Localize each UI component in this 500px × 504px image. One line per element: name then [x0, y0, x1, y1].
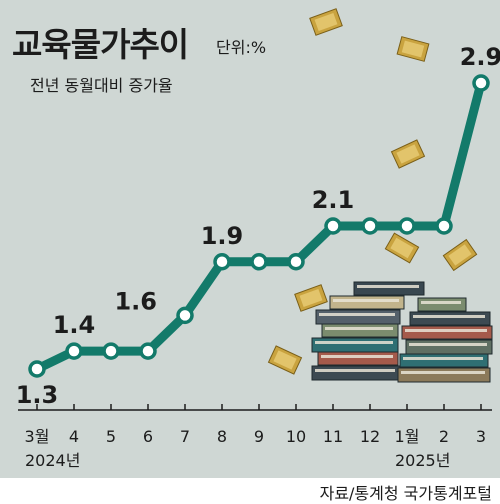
book-icon: [321, 323, 399, 338]
data-label: 1.9: [201, 222, 244, 250]
book-icon: [401, 325, 493, 340]
data-point: [28, 360, 46, 378]
data-point: [398, 217, 416, 235]
book-icon: [311, 365, 401, 381]
data-point: [250, 253, 268, 271]
x-tick-label: 6: [143, 427, 153, 446]
book-icon: [397, 367, 491, 383]
x-tick-label: 2: [439, 427, 449, 446]
money-bill-icon: [294, 284, 328, 312]
money-bill-icon: [396, 36, 430, 62]
chart-panel: [0, 0, 500, 478]
x-tick-label: 5: [106, 427, 116, 446]
money-bill-icon: [390, 139, 426, 169]
x-tick-label: 4: [69, 427, 79, 446]
data-point: [213, 253, 231, 271]
source-credit: 자료/통계청 국가통계포털: [319, 484, 492, 503]
data-label: 2.9: [460, 43, 500, 71]
money-bill-icon: [309, 8, 343, 36]
data-label: 2.1: [312, 186, 355, 214]
books-and-money-illustration: [267, 8, 493, 383]
x-axis: 3월 4 5 6 7 8 9 10 11 12 1월 2 3 2024년 2025년: [18, 404, 492, 470]
book-icon: [353, 281, 425, 296]
data-label: 1.6: [114, 287, 157, 315]
x-tick-label: 7: [180, 427, 190, 446]
data-point: [472, 74, 490, 92]
x-tick-label: 8: [217, 427, 227, 446]
x-tick-label: 11: [323, 427, 343, 446]
book-icon: [405, 339, 493, 355]
data-point: [139, 342, 157, 360]
data-point: [176, 306, 194, 325]
data-point: [287, 253, 305, 271]
x-tick-label: 10: [286, 427, 306, 446]
data-point: [435, 217, 453, 235]
book-icon: [311, 337, 399, 353]
book-icon: [315, 309, 401, 325]
value-labels: 1.3 1.4 1.6 1.9 2.1 2.9: [16, 43, 500, 409]
data-point: [65, 342, 83, 360]
chart-subtitle: 전년 동월대비 증가율: [30, 76, 173, 95]
x-tick-label: 3: [476, 427, 486, 446]
data-point: [361, 217, 379, 235]
year-label: 2024년: [25, 451, 80, 470]
book-icon: [409, 311, 491, 326]
x-tick-label: 3월: [25, 427, 50, 446]
book-icon: [329, 295, 405, 310]
money-bill-icon: [442, 238, 478, 272]
unit-label: 단위:%: [216, 38, 267, 57]
data-point: [324, 217, 342, 235]
data-label: 1.4: [53, 311, 96, 339]
data-label: 1.3: [16, 381, 59, 409]
x-tick-label: 12: [360, 427, 380, 446]
money-bill-icon: [384, 232, 420, 264]
series-group: [28, 74, 490, 378]
chart-title: 교육물가추이: [12, 25, 189, 64]
book-icon: [399, 353, 489, 368]
book-icon: [417, 297, 467, 312]
x-tick-label: 1월: [395, 427, 420, 446]
x-tick-label: 9: [254, 427, 264, 446]
year-label: 2025년: [395, 451, 450, 470]
money-bill-icon: [267, 345, 303, 375]
data-point: [102, 342, 120, 360]
book-icon: [317, 351, 399, 366]
